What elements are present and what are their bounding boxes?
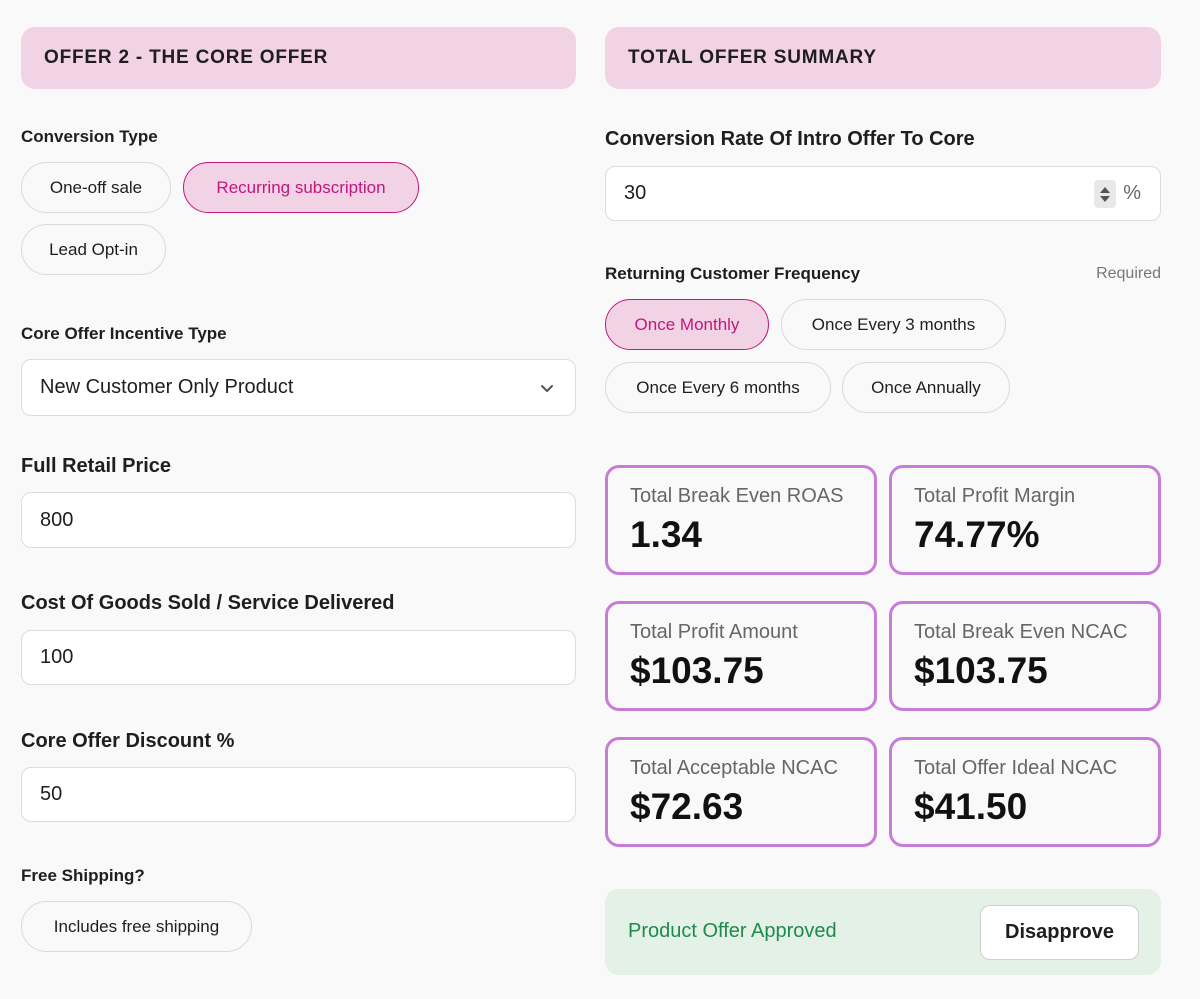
retail-price-label: Full Retail Price [21,455,172,477]
discount-input[interactable]: 50 [21,767,576,822]
metric-label: Total Profit Amount [630,621,798,643]
metric-label: Total Break Even NCAC [914,621,1128,643]
metric-label: Total Break Even ROAS [630,485,844,507]
metric-value: $103.75 [630,650,764,691]
conversion-option-one-off[interactable]: One-off sale [21,162,171,213]
stepper-down-icon[interactable] [1100,195,1110,202]
frequency-option-3-months[interactable]: Once Every 3 months [781,299,1006,350]
conversion-rate-unit: % [1123,182,1141,204]
frequency-option-6-months[interactable]: Once Every 6 months [605,362,831,413]
disapprove-button[interactable]: Disapprove [980,905,1139,960]
offer-summary-header: TOTAL OFFER SUMMARY [605,27,1161,89]
metric-card-acceptable-ncac: Total Acceptable NCAC $72.63 [605,737,877,847]
metric-card-break-even-roas: Total Break Even ROAS 1.34 [605,465,877,575]
retail-price-input[interactable]: 800 [21,492,576,548]
approval-status: Product Offer Approved [628,920,837,942]
metric-value: $72.63 [630,786,744,827]
metric-label: Total Offer Ideal NCAC [914,757,1118,779]
metric-value: $103.75 [914,650,1048,691]
discount-label: Core Offer Discount % [21,730,235,752]
metric-value: 1.34 [630,514,703,555]
free-shipping-label: Free Shipping? [21,866,145,885]
incentive-type-select[interactable]: New Customer Only Product [21,359,576,416]
metric-value: $41.50 [914,786,1028,827]
frequency-option-monthly[interactable]: Once Monthly [605,299,769,350]
incentive-type-value: New Customer Only Product [40,376,294,398]
free-shipping-option[interactable]: Includes free shipping [21,901,252,952]
cogs-label: Cost Of Goods Sold / Service Delivered [21,592,395,614]
metric-label: Total Profit Margin [914,485,1076,507]
metric-label: Total Acceptable NCAC [630,757,838,779]
chevron-down-icon [541,384,553,392]
stepper-arrows-icon[interactable] [1094,180,1116,208]
conversion-rate-value: 30 [624,182,647,204]
approval-banner: Product Offer Approved Disapprove [605,889,1161,975]
discount-value: 50 [40,783,63,805]
conversion-type-label: Conversion Type [21,127,158,146]
conversion-rate-label: Conversion Rate Of Intro Offer To Core [605,128,975,150]
stepper-up-icon[interactable] [1100,186,1110,193]
frequency-label: Returning Customer Frequency [605,264,861,283]
metric-card-ideal-ncac: Total Offer Ideal NCAC $41.50 [889,737,1161,847]
cogs-input[interactable]: 100 [21,630,576,685]
metric-card-profit-margin: Total Profit Margin 74.77% [889,465,1161,575]
incentive-type-label: Core Offer Incentive Type [21,324,227,343]
metric-card-break-even-ncac: Total Break Even NCAC $103.75 [889,601,1161,711]
conversion-option-lead-optin[interactable]: Lead Opt-in [21,224,166,275]
retail-price-value: 800 [40,508,74,531]
metric-value: 74.77% [914,514,1040,555]
core-offer-header: OFFER 2 - THE CORE OFFER [21,27,576,89]
metric-card-profit-amount: Total Profit Amount $103.75 [605,601,877,711]
frequency-option-annually[interactable]: Once Annually [842,362,1010,413]
conversion-option-recurring[interactable]: Recurring subscription [183,162,419,213]
cogs-value: 100 [40,646,74,668]
frequency-required: Required [1096,265,1161,282]
conversion-rate-input[interactable]: 30 % [605,166,1161,221]
